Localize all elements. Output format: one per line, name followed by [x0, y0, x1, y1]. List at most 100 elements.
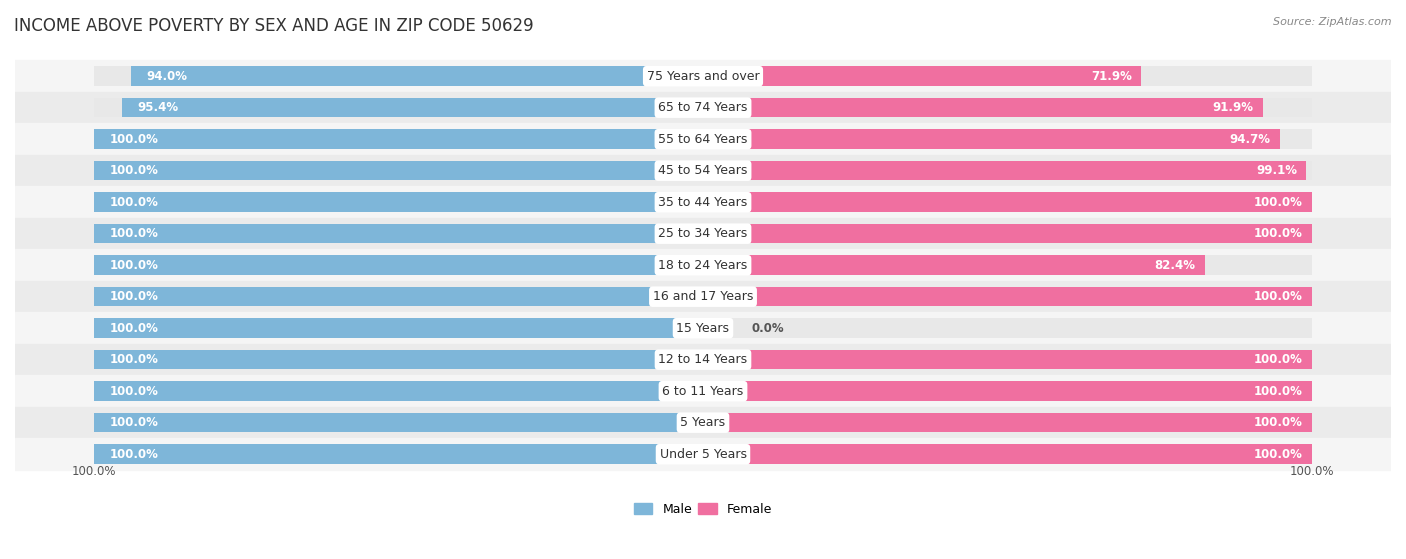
- Bar: [703, 350, 1312, 369]
- Bar: [703, 130, 1312, 149]
- Bar: [94, 319, 703, 338]
- Bar: [94, 130, 703, 149]
- Text: 100.0%: 100.0%: [1254, 448, 1303, 461]
- Bar: [703, 381, 1312, 401]
- Bar: [703, 287, 1312, 306]
- Bar: [703, 444, 1312, 464]
- Text: Source: ZipAtlas.com: Source: ZipAtlas.com: [1274, 17, 1392, 27]
- Text: 99.1%: 99.1%: [1256, 164, 1298, 177]
- Bar: [94, 130, 703, 149]
- Text: INCOME ABOVE POVERTY BY SEX AND AGE IN ZIP CODE 50629: INCOME ABOVE POVERTY BY SEX AND AGE IN Z…: [14, 17, 534, 35]
- Bar: [703, 224, 1312, 244]
- Text: 25 to 34 Years: 25 to 34 Years: [658, 227, 748, 240]
- Text: 100.0%: 100.0%: [110, 196, 159, 209]
- Text: 35 to 44 Years: 35 to 44 Years: [658, 196, 748, 209]
- Bar: [703, 98, 1312, 117]
- Bar: [703, 192, 1312, 212]
- Text: 100.0%: 100.0%: [1254, 290, 1303, 303]
- Text: 100.0%: 100.0%: [110, 164, 159, 177]
- Bar: [703, 192, 1312, 212]
- Text: 82.4%: 82.4%: [1154, 259, 1195, 272]
- Bar: [94, 381, 703, 401]
- Bar: [703, 67, 1312, 86]
- Text: 18 to 24 Years: 18 to 24 Years: [658, 259, 748, 272]
- Bar: [703, 413, 1312, 433]
- Bar: [15, 60, 1391, 92]
- Text: 100.0%: 100.0%: [1289, 465, 1334, 478]
- Bar: [94, 413, 703, 433]
- Text: 0.0%: 0.0%: [752, 321, 785, 335]
- Text: 91.9%: 91.9%: [1212, 101, 1253, 114]
- Text: 100.0%: 100.0%: [110, 416, 159, 429]
- Bar: [94, 350, 703, 369]
- Text: Under 5 Years: Under 5 Years: [659, 448, 747, 461]
- Bar: [15, 438, 1391, 470]
- Bar: [94, 287, 703, 306]
- Text: 16 and 17 Years: 16 and 17 Years: [652, 290, 754, 303]
- Bar: [15, 249, 1391, 281]
- Bar: [703, 444, 1312, 464]
- Bar: [703, 381, 1312, 401]
- Text: 100.0%: 100.0%: [1254, 227, 1303, 240]
- Text: 100.0%: 100.0%: [1254, 196, 1303, 209]
- Bar: [15, 376, 1391, 407]
- Text: 94.0%: 94.0%: [146, 70, 187, 83]
- Text: 12 to 14 Years: 12 to 14 Years: [658, 353, 748, 366]
- Bar: [94, 444, 703, 464]
- Text: 100.0%: 100.0%: [110, 448, 159, 461]
- Bar: [703, 319, 721, 338]
- Text: 100.0%: 100.0%: [110, 132, 159, 146]
- Bar: [15, 344, 1391, 376]
- Bar: [94, 319, 703, 338]
- Text: 100.0%: 100.0%: [110, 227, 159, 240]
- Text: 95.4%: 95.4%: [138, 101, 179, 114]
- Text: 100.0%: 100.0%: [1254, 385, 1303, 397]
- Bar: [94, 444, 703, 464]
- Bar: [703, 161, 1306, 181]
- Bar: [15, 124, 1391, 155]
- Text: 100.0%: 100.0%: [110, 290, 159, 303]
- Bar: [15, 312, 1391, 344]
- Bar: [94, 192, 703, 212]
- Text: 94.7%: 94.7%: [1229, 132, 1271, 146]
- Bar: [703, 67, 1140, 86]
- Legend: Male, Female: Male, Female: [628, 498, 778, 520]
- Bar: [94, 98, 703, 117]
- Text: 75 Years and over: 75 Years and over: [647, 70, 759, 83]
- Bar: [94, 192, 703, 212]
- Bar: [15, 218, 1391, 249]
- Bar: [703, 130, 1279, 149]
- Bar: [94, 287, 703, 306]
- Bar: [15, 281, 1391, 312]
- Bar: [94, 255, 703, 275]
- Bar: [94, 67, 703, 86]
- Text: 100.0%: 100.0%: [1254, 353, 1303, 366]
- Text: 6 to 11 Years: 6 to 11 Years: [662, 385, 744, 397]
- Bar: [703, 413, 1312, 433]
- Bar: [703, 319, 1312, 338]
- Bar: [15, 155, 1391, 187]
- Text: 100.0%: 100.0%: [110, 259, 159, 272]
- Bar: [703, 224, 1312, 244]
- Bar: [94, 224, 703, 244]
- Bar: [94, 224, 703, 244]
- Bar: [94, 161, 703, 181]
- Text: 100.0%: 100.0%: [110, 321, 159, 335]
- Bar: [94, 381, 703, 401]
- Bar: [131, 67, 703, 86]
- Text: 45 to 54 Years: 45 to 54 Years: [658, 164, 748, 177]
- Bar: [15, 92, 1391, 124]
- Text: 100.0%: 100.0%: [110, 385, 159, 397]
- Text: 100.0%: 100.0%: [1254, 416, 1303, 429]
- Text: 15 Years: 15 Years: [676, 321, 730, 335]
- Bar: [703, 350, 1312, 369]
- Bar: [122, 98, 703, 117]
- Bar: [15, 187, 1391, 218]
- Bar: [94, 413, 703, 433]
- Bar: [703, 255, 1312, 275]
- Text: 5 Years: 5 Years: [681, 416, 725, 429]
- Bar: [94, 350, 703, 369]
- Bar: [703, 255, 1205, 275]
- Bar: [703, 161, 1312, 181]
- Bar: [15, 407, 1391, 438]
